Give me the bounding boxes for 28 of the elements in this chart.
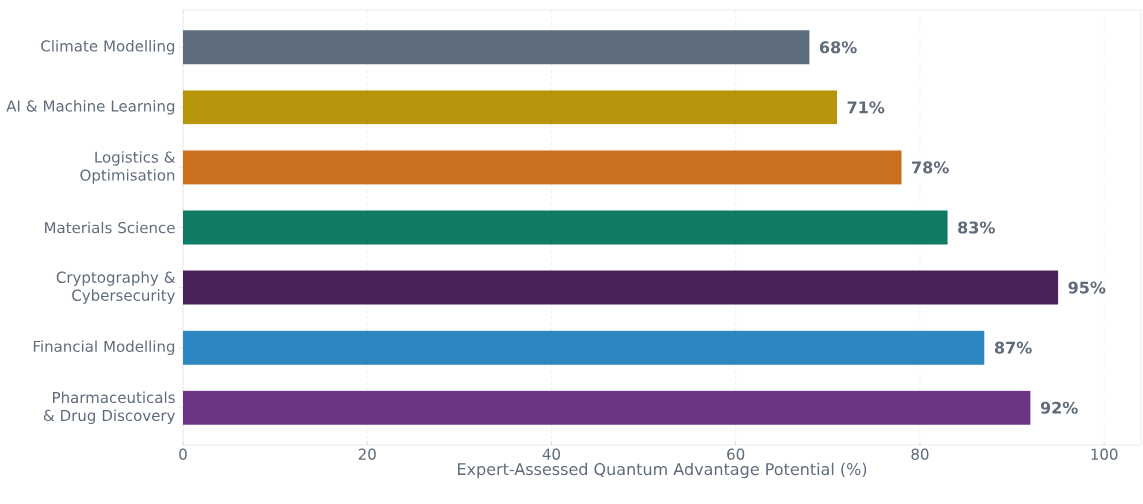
data-label: 68% — [819, 41, 857, 54]
data-label: 71% — [847, 101, 885, 114]
bar — [183, 90, 838, 125]
x-tick-label: 20 — [358, 448, 376, 460]
x-tick-label: 40 — [542, 448, 561, 460]
bar — [183, 390, 1031, 425]
y-tick-label: Logistics & Optimisation — [80, 151, 175, 184]
bar — [183, 270, 1059, 305]
x-tick-label: 100 — [1091, 448, 1118, 460]
y-tick-label: Cryptography & Cybersecurity — [56, 271, 176, 304]
data-label: 92% — [1040, 401, 1078, 414]
data-label: 87% — [994, 341, 1032, 354]
data-label: 83% — [958, 221, 995, 234]
y-tick-label: AI & Machine Learning — [6, 100, 175, 115]
x-tick-label: 80 — [911, 448, 929, 460]
data-label: 95% — [1068, 281, 1106, 294]
y-tick-label: Climate Modelling — [41, 40, 175, 55]
data-label: 78% — [912, 161, 949, 174]
y-tick-label: Materials Science — [45, 221, 175, 234]
bar — [183, 150, 902, 185]
x-axis-title: Expert-Assessed Quantum Advantage Potential (%) — [458, 462, 867, 479]
x-tick-label: 0 — [179, 448, 187, 460]
y-tick-label: Financial Modelling — [33, 340, 175, 355]
y-tick-label: Pharmaceuticals & Drug Discovery — [43, 391, 176, 425]
bar — [183, 210, 948, 245]
x-tick-label: 60 — [727, 448, 745, 460]
bar — [183, 330, 985, 365]
bar — [183, 30, 810, 65]
